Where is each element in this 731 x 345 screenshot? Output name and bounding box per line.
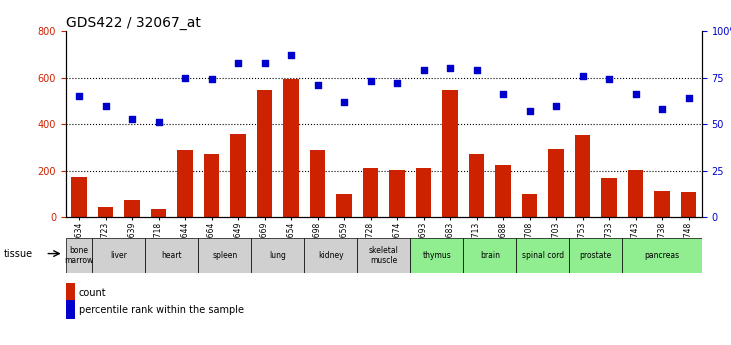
Point [523,108,535,114]
Bar [569,238,622,273]
Point [179,75,191,80]
Bar [145,238,198,273]
Bar [548,149,564,217]
Point [683,95,694,101]
Point [285,52,297,58]
Bar [681,192,697,217]
Bar [230,134,246,217]
Bar [257,90,273,217]
Point [232,60,244,66]
Bar [495,165,511,217]
Bar [177,150,193,217]
Point [603,77,615,82]
Bar [309,150,325,217]
Text: heart: heart [162,251,182,260]
Point [656,107,668,112]
Text: lung: lung [269,251,287,260]
Bar [198,238,251,273]
Bar [442,90,458,217]
Text: thymus: thymus [423,251,451,260]
Point [259,60,270,66]
Point [391,80,403,86]
Bar [304,238,357,273]
Bar [92,238,145,273]
Point [629,92,641,97]
Text: count: count [79,288,107,297]
Bar [203,155,219,217]
Point [73,93,85,99]
Text: GDS422 / 32067_at: GDS422 / 32067_at [66,16,201,30]
Text: spinal cord: spinal cord [522,251,564,260]
Point [444,66,456,71]
Bar [363,168,379,217]
Point [365,79,376,84]
Point [577,73,588,79]
Text: prostate: prostate [580,251,612,260]
Bar [463,238,516,273]
Text: kidney: kidney [318,251,344,260]
Bar [283,79,299,217]
Bar [516,238,569,273]
Bar [622,238,702,273]
Text: skeletal
muscle: skeletal muscle [369,246,398,265]
Point [126,116,138,121]
Point [417,67,429,73]
Point [497,92,509,97]
Point [471,67,482,73]
Point [550,103,562,108]
Bar [357,238,410,273]
Bar [575,135,591,217]
Bar [415,168,431,217]
Bar [336,194,352,217]
Bar [601,178,617,217]
Text: percentile rank within the sample: percentile rank within the sample [79,305,244,315]
Bar [627,170,643,217]
Point [338,99,350,105]
Bar [66,238,92,273]
Text: bone
marrow: bone marrow [64,246,94,265]
Bar [124,200,140,217]
Bar [151,209,167,217]
Point [99,103,111,108]
Point [311,82,323,88]
Point [153,120,164,125]
Text: pancreas: pancreas [645,251,680,260]
Bar [251,238,304,273]
Bar [71,177,87,217]
Bar [521,194,537,217]
Bar [654,190,670,217]
Text: tissue: tissue [4,249,33,258]
Bar [410,238,463,273]
Bar [469,155,485,217]
Bar [97,207,113,217]
Point [205,77,217,82]
Bar [389,170,405,217]
Text: brain: brain [480,251,500,260]
Text: liver: liver [110,251,127,260]
Text: spleen: spleen [212,251,238,260]
